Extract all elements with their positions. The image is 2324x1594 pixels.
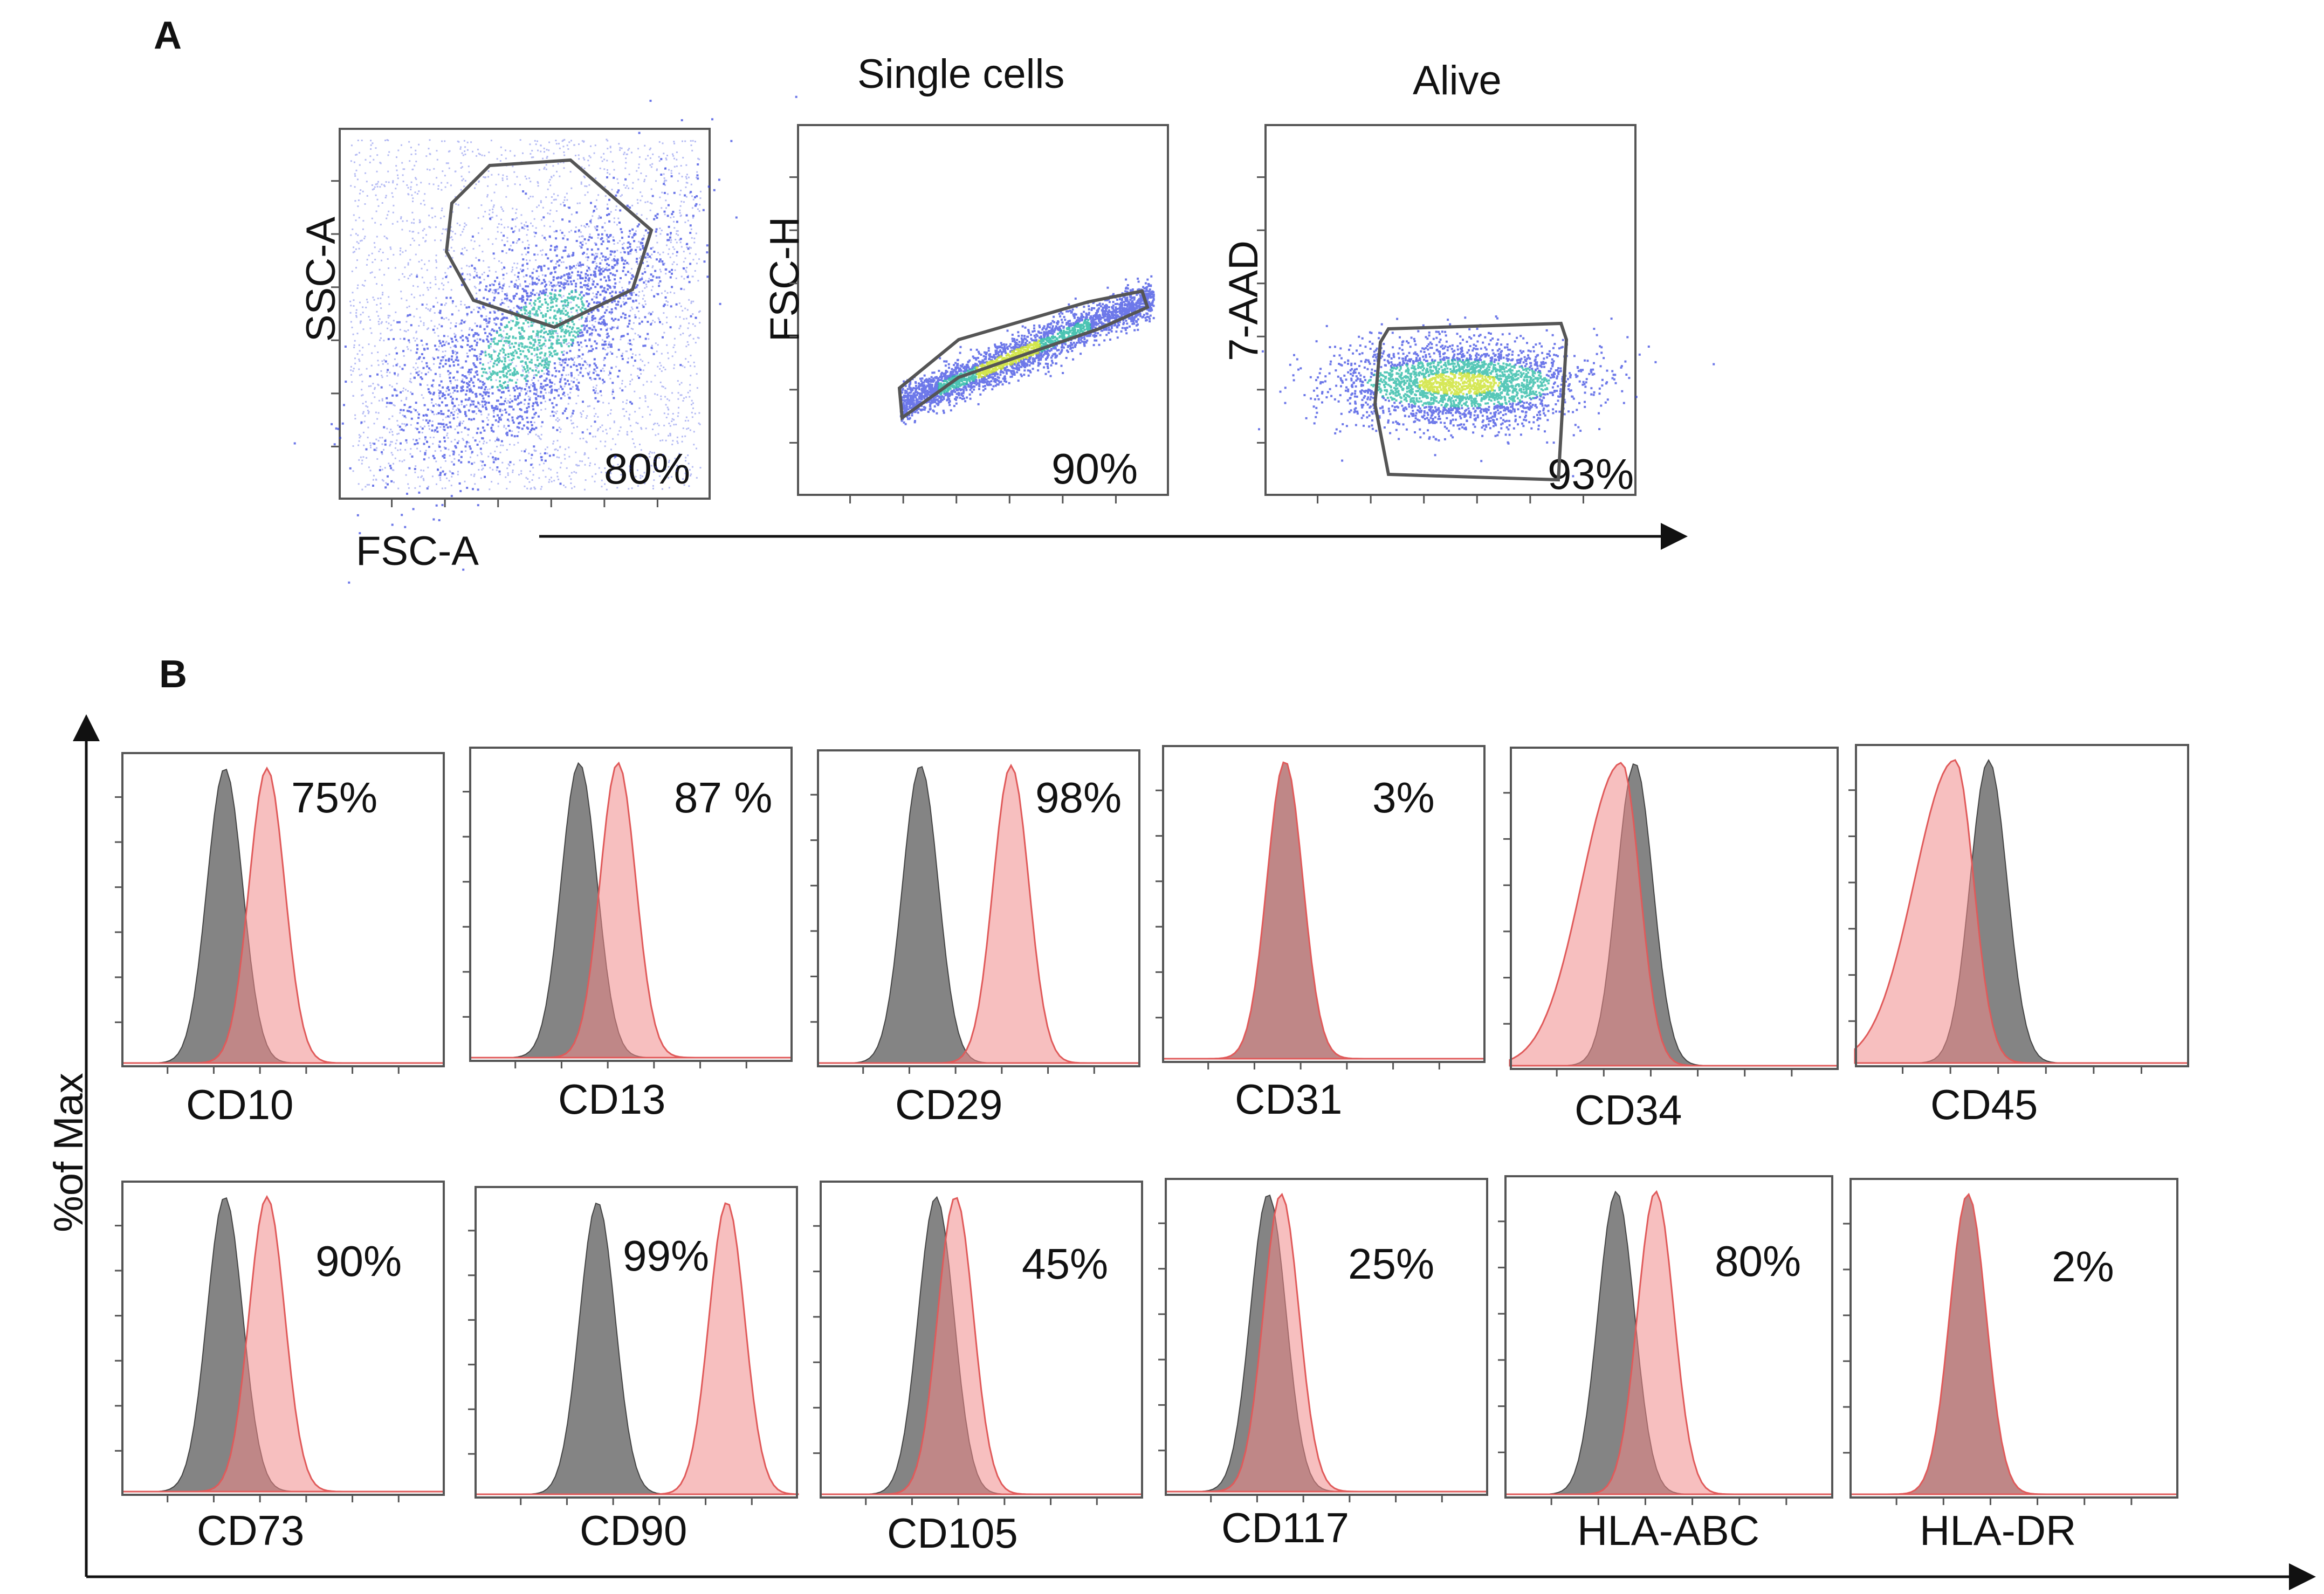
scatter-frame-1 (339, 128, 711, 500)
marker-cd90: CD90 (580, 1507, 687, 1554)
marker-cd117: CD117 (1221, 1504, 1350, 1551)
gate-percent-1: 80% (604, 445, 691, 493)
percent-cd29: 98% (1035, 774, 1122, 822)
marker-hla-abc: HLA-ABC (1577, 1507, 1760, 1554)
scatter-frame-2 (797, 124, 1169, 496)
hist-frame-cd29 (817, 749, 1140, 1067)
y-label-fsc-h: FSC-H (762, 216, 808, 342)
scatter-frame-3 (1264, 124, 1637, 496)
percent-cd31: 3% (1372, 774, 1435, 822)
percent-cd73: 90% (315, 1237, 402, 1285)
gate-percent-2: 90% (1051, 445, 1138, 493)
panel-b-letter: B (159, 653, 187, 696)
hist-frame-cd90 (475, 1186, 798, 1499)
percent-cd117: 25% (1348, 1240, 1435, 1288)
plot-title-alive: Alive (1413, 58, 1502, 103)
marker-cd29: CD29 (895, 1081, 1003, 1128)
percent-cd105: 45% (1022, 1240, 1109, 1288)
y-label-7aad: 7-AAD (1220, 240, 1267, 361)
panel-a-letter: A (154, 14, 182, 57)
hist-frame-cd105 (820, 1181, 1143, 1499)
percent-cd13: 87 % (674, 774, 773, 822)
percent-cd90: 99% (623, 1232, 710, 1280)
marker-cd105: CD105 (887, 1509, 1018, 1557)
percent-cd10: 75% (291, 774, 378, 822)
hist-frame-cd73 (121, 1181, 445, 1496)
y-label-percent-of-max: %of Max (45, 1073, 92, 1232)
marker-cd34: CD34 (1574, 1086, 1682, 1134)
gate-percent-3: 93% (1548, 450, 1634, 498)
marker-cd10: CD10 (186, 1081, 294, 1128)
percent-hla-dr: 2% (2052, 1243, 2114, 1291)
hist-frame-cd117 (1165, 1178, 1488, 1496)
hist-frame-hla-dr (1849, 1178, 2178, 1499)
marker-cd31: CD31 (1235, 1075, 1343, 1123)
hist-frame-cd45 (1855, 744, 2189, 1067)
hist-frame-cd31 (1162, 745, 1486, 1063)
marker-cd45: CD45 (1930, 1081, 2038, 1128)
hist-frame-cd13 (469, 747, 793, 1062)
hist-frame-cd10 (121, 752, 445, 1067)
plot-title-single-cells: Single cells (857, 51, 1065, 97)
marker-cd73: CD73 (197, 1507, 305, 1554)
y-label-ssc-a: SSC-A (298, 216, 345, 342)
hist-frame-cd34 (1510, 747, 1839, 1070)
percent-hla-abc: 80% (1715, 1237, 1802, 1285)
marker-hla-dr: HLA-DR (1920, 1507, 2077, 1554)
marker-cd13: CD13 (558, 1075, 666, 1123)
hist-frame-hla-abc (1504, 1175, 1833, 1499)
x-label-fsc-a: FSC-A (356, 528, 479, 574)
